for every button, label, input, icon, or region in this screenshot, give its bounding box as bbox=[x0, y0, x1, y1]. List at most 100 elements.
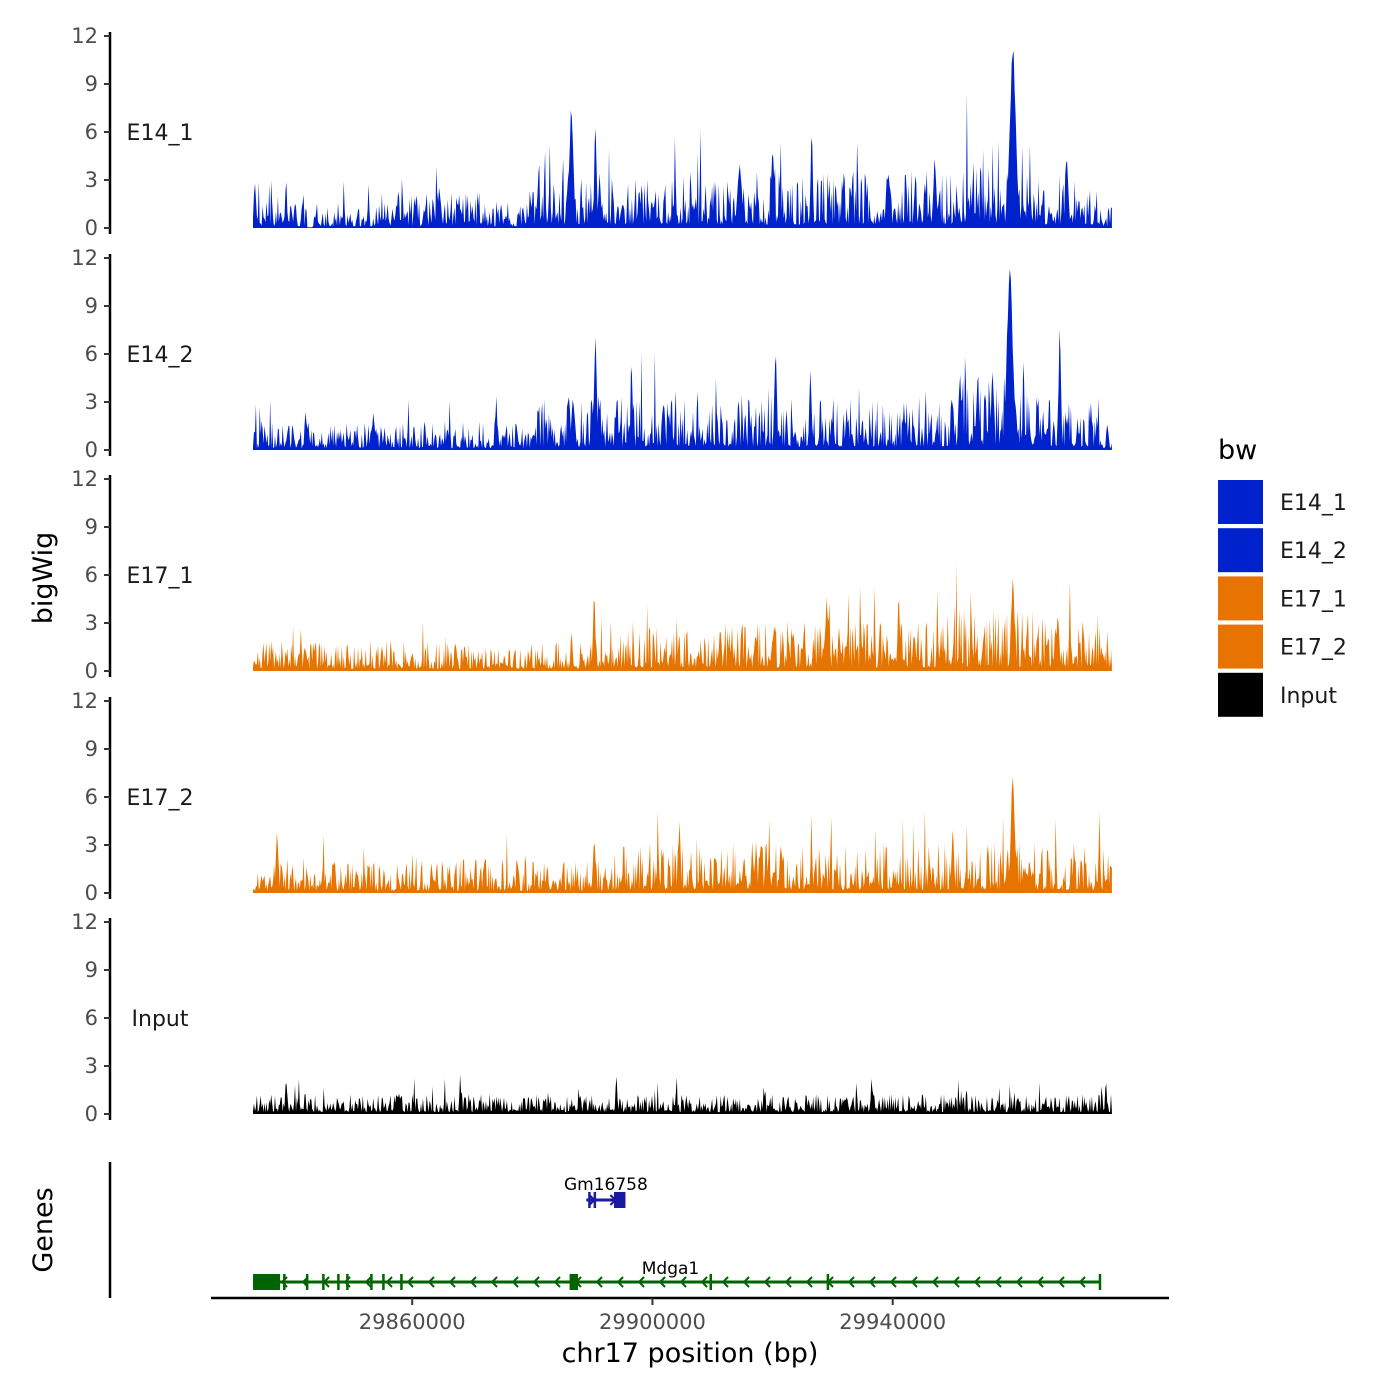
track-E14_1: 0 3 6 9 12 E14_1 bbox=[71, 24, 1112, 240]
legend-swatch-E14_1 bbox=[1218, 480, 1263, 524]
genes-axis-title: Genes bbox=[28, 1187, 59, 1272]
gene-label: Mdga1 bbox=[642, 1259, 699, 1279]
y-tick-label: 9 bbox=[85, 958, 98, 982]
legend-title: bw bbox=[1218, 435, 1257, 466]
exon bbox=[709, 1274, 713, 1290]
strand-arrow bbox=[1057, 1276, 1065, 1288]
strand-arrow bbox=[742, 1276, 750, 1288]
strand-arrow bbox=[469, 1276, 477, 1288]
y-tick-label: 0 bbox=[85, 1102, 98, 1126]
exon bbox=[588, 1192, 591, 1208]
exon bbox=[322, 1274, 325, 1290]
track-label: Input bbox=[132, 1007, 189, 1032]
legend-swatch-E17_2 bbox=[1218, 624, 1263, 669]
y-tick-label: 9 bbox=[85, 294, 98, 318]
exon bbox=[305, 1274, 309, 1290]
y-tick-label: 3 bbox=[85, 390, 98, 414]
y-tick-label: 9 bbox=[85, 737, 98, 761]
gene-label: Gm16758 bbox=[564, 1175, 648, 1195]
y-tick-label: 6 bbox=[85, 785, 98, 809]
strand-arrow bbox=[805, 1276, 813, 1288]
coverage-tracks: 0 3 6 9 12 E14_1 0 3 6 9 12 E14_2 0 3 6 9 12 E17_1 0 3 6 9 12 E… bbox=[71, 24, 1112, 1126]
track-label: E17_1 bbox=[127, 564, 194, 589]
y-tick-label: 6 bbox=[85, 1006, 98, 1030]
coverage-area bbox=[253, 564, 1112, 671]
strand-arrow bbox=[889, 1276, 897, 1288]
coverage-area bbox=[253, 268, 1112, 450]
strand-arrow bbox=[931, 1276, 939, 1288]
x-tick-label: 29900000 bbox=[599, 1310, 706, 1334]
strand-arrow bbox=[364, 1276, 372, 1288]
exon bbox=[614, 1192, 626, 1208]
gene-Gm16758: Gm16758 bbox=[564, 1175, 648, 1208]
track-E14_2: 0 3 6 9 12 E14_2 bbox=[71, 246, 1112, 462]
y-tick-label: 9 bbox=[85, 72, 98, 96]
strand-arrow bbox=[679, 1276, 687, 1288]
coverage-area bbox=[253, 1074, 1112, 1114]
y-tick-label: 6 bbox=[85, 563, 98, 587]
exon bbox=[370, 1274, 373, 1290]
y-tick-label: 0 bbox=[85, 659, 98, 683]
y-tick-label: 0 bbox=[85, 438, 98, 462]
strand-arrow bbox=[910, 1276, 918, 1288]
x-axis-title: chr17 position (bp) bbox=[562, 1338, 819, 1369]
legend-swatch-E17_1 bbox=[1218, 576, 1263, 621]
strand-arrow bbox=[553, 1276, 561, 1288]
strand-arrow bbox=[952, 1276, 960, 1288]
y-tick-label: 12 bbox=[71, 467, 98, 491]
y-tick-label: 9 bbox=[85, 515, 98, 539]
exon bbox=[253, 1274, 281, 1290]
exon bbox=[593, 1192, 597, 1208]
strand-arrow bbox=[1015, 1276, 1023, 1288]
strand-arrow bbox=[658, 1276, 666, 1288]
strand-arrow bbox=[1078, 1276, 1086, 1288]
exon bbox=[569, 1274, 578, 1290]
y-tick-label: 6 bbox=[85, 120, 98, 144]
strand-arrow bbox=[511, 1276, 519, 1288]
strand-arrow bbox=[616, 1276, 624, 1288]
exon bbox=[826, 1274, 830, 1290]
y-axis-title: bigWig bbox=[28, 532, 59, 625]
legend-label: E17_1 bbox=[1280, 587, 1347, 612]
exon bbox=[346, 1274, 349, 1290]
exon bbox=[337, 1274, 340, 1290]
x-axis: 29860000 29900000 29940000 bbox=[211, 1296, 1169, 1334]
coverage-area bbox=[253, 50, 1112, 228]
track-label: E17_2 bbox=[127, 786, 194, 811]
exon bbox=[1098, 1274, 1102, 1290]
legend: bw E14_1 E14_2 E17_1 E17_2 Input bbox=[1218, 435, 1347, 717]
strand-arrow bbox=[427, 1276, 435, 1288]
strand-arrow bbox=[637, 1276, 645, 1288]
coverage-area bbox=[253, 777, 1112, 893]
track-E17_2: 0 3 6 9 12 E17_2 bbox=[71, 689, 1112, 905]
strand-arrow bbox=[700, 1276, 708, 1288]
y-tick-label: 12 bbox=[71, 246, 98, 270]
exon bbox=[400, 1274, 403, 1290]
strand-arrow bbox=[868, 1276, 876, 1288]
exon bbox=[283, 1274, 286, 1290]
strand-arrow bbox=[784, 1276, 792, 1288]
y-tick-label: 3 bbox=[85, 1054, 98, 1078]
strand-arrow bbox=[448, 1276, 456, 1288]
legend-label: Input bbox=[1280, 684, 1337, 709]
track-Input: 0 3 6 9 12 Input bbox=[71, 910, 1112, 1126]
y-tick-label: 12 bbox=[71, 910, 98, 934]
exon bbox=[382, 1274, 385, 1290]
track-label: E14_1 bbox=[127, 121, 194, 146]
y-tick-label: 6 bbox=[85, 342, 98, 366]
strand-arrow bbox=[532, 1276, 540, 1288]
x-tick-label: 29860000 bbox=[359, 1310, 466, 1334]
y-tick-label: 0 bbox=[85, 216, 98, 240]
gene-track: Gm16758 Mdga1 bbox=[108, 1162, 1102, 1298]
strand-arrow bbox=[847, 1276, 855, 1288]
strand-arrow bbox=[994, 1276, 1002, 1288]
legend-swatch-Input bbox=[1218, 672, 1263, 717]
strand-arrow bbox=[721, 1276, 729, 1288]
x-tick-label: 29940000 bbox=[839, 1310, 946, 1334]
y-tick-label: 12 bbox=[71, 24, 98, 48]
y-tick-label: 3 bbox=[85, 168, 98, 192]
legend-swatch-E14_2 bbox=[1218, 528, 1263, 573]
strand-arrow bbox=[595, 1276, 603, 1288]
y-tick-label: 12 bbox=[71, 689, 98, 713]
